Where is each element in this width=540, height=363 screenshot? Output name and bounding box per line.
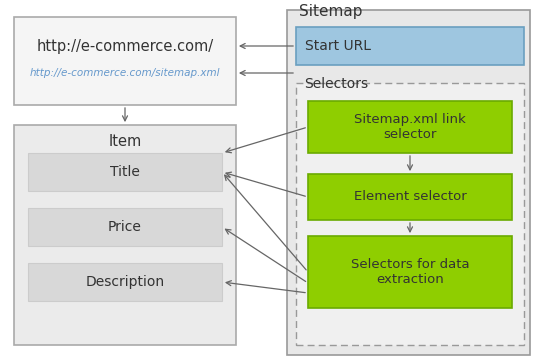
Bar [28, 153, 222, 191]
Bar [14, 125, 236, 345]
Bar [14, 17, 236, 105]
Bar [296, 83, 524, 345]
Text: Selectors: Selectors [304, 77, 368, 91]
Text: Start URL: Start URL [305, 39, 371, 53]
Text: Sitemap: Sitemap [299, 4, 362, 19]
Text: Selectors for data
extraction: Selectors for data extraction [350, 258, 469, 286]
Bar [308, 101, 512, 153]
Text: Element selector: Element selector [354, 191, 467, 204]
Text: http://e-commerce.com/: http://e-commerce.com/ [36, 40, 213, 54]
Bar [287, 10, 530, 355]
Text: Sitemap.xml link
selector: Sitemap.xml link selector [354, 113, 466, 141]
Text: Description: Description [85, 275, 165, 289]
Bar [296, 27, 524, 65]
Text: Title: Title [110, 165, 140, 179]
Bar [28, 208, 222, 246]
Bar [308, 174, 512, 220]
Bar [28, 263, 222, 301]
Text: Item: Item [109, 134, 141, 148]
Text: Price: Price [108, 220, 142, 234]
Bar [308, 236, 512, 308]
Text: http://e-commerce.com/sitemap.xml: http://e-commerce.com/sitemap.xml [30, 68, 220, 78]
